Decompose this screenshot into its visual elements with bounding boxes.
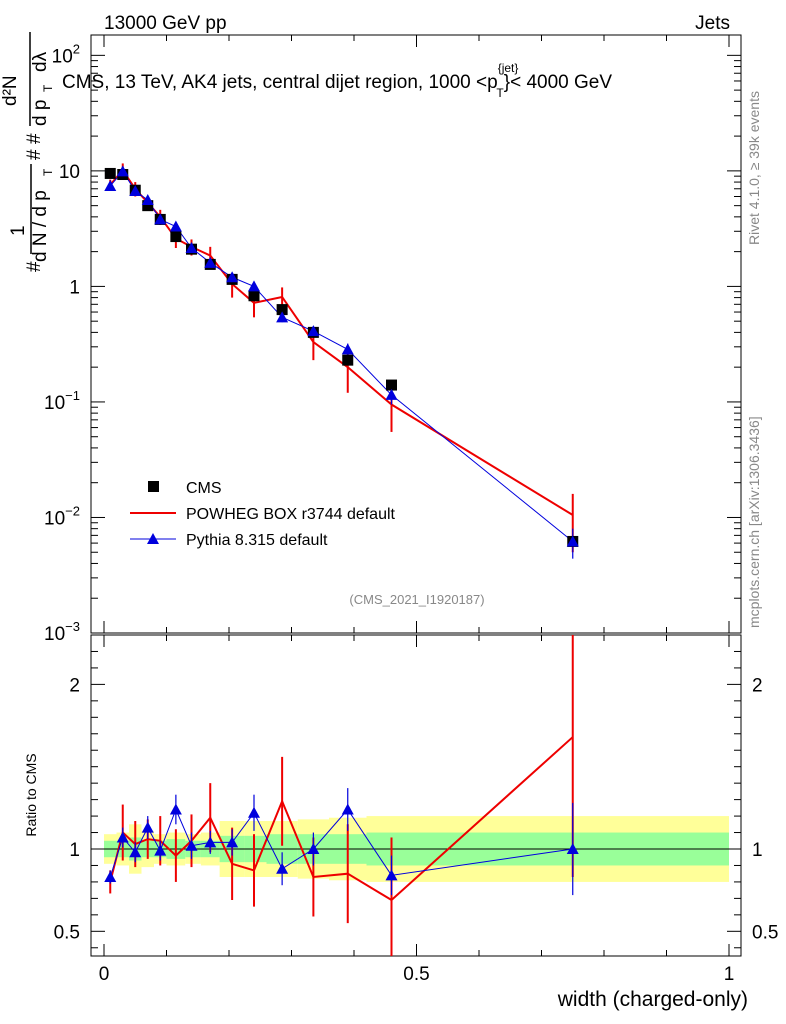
ratio-tick-label-right-1: 1 [752,840,763,861]
y-tick-label-2: 10−1 [44,388,80,414]
cms-point-13 [386,379,397,391]
pythia-point-5 [169,220,182,232]
cms-point-5 [170,231,182,243]
svg-text:T: T [41,168,55,176]
legend-label-powheg: POWHEG BOX r3744 default [186,506,396,523]
svg-text:T: T [41,84,55,92]
cms-point-12 [342,354,354,366]
pythia-ratio-point-5 [169,803,182,815]
svg-text:d p: d p [30,100,51,126]
x-tick-label-0: 0 [99,964,110,985]
legend-marker-cms [148,481,159,492]
pythia-point-4 [154,213,167,225]
rivet-label: Rivet 4.1.0, ≥ 39k events [746,91,762,245]
pythia-line [109,170,574,542]
pythia-ratio-point-4 [154,844,167,856]
pythia-point-1 [116,165,129,177]
pythia-ratio-point-11 [307,843,320,854]
cms-point-9 [248,290,260,302]
ratio-tick-label-right-2: 2 [752,675,763,696]
main-axes: 10−3 10−2 10−1 1 10 102 [44,34,742,645]
y-axis-label: # 1 d N / d p T # # d²N d p T dλ [0,32,55,272]
pythia-ratio-point-8 [226,836,239,848]
ratio-tick-label-0: 0.5 [54,922,80,943]
mcplots-label: mcplots.cern.ch [arXiv:1306.3436] [746,416,762,628]
legend-marker-pythia [147,533,159,544]
pythia-ratio-point-6 [185,839,198,851]
pythia-point-6 [185,241,198,253]
y-tick-label-4: 10 [59,162,80,183]
pythia-ratio-point-14 [566,843,579,854]
powheg-line [109,168,574,516]
svg-text:#: # [24,261,45,272]
x-tick-label-2: 1 [724,964,735,985]
y-tick-label-0: 10−3 [44,619,80,645]
pythia-point-0 [104,179,117,191]
ratio-axes: 0 0.5 1 0.5 0.5 1 1 2 2 [54,634,778,985]
legend: CMS POWHEG BOX r3744 default Pythia 8.31… [130,480,396,549]
pythia-ratio-point-7 [204,836,217,848]
pythia-ratio-point-2 [129,846,142,858]
y-tick-label-3: 1 [69,277,80,298]
y-tick-label-5: 102 [52,41,80,67]
svg-text:#: # [24,149,45,160]
header-right: Jets [695,13,730,34]
pythia-ratio-point-10 [276,862,289,874]
ratio-y-label: Ratio to CMS [23,753,39,836]
x-axis-label: width (charged-only) [557,988,748,1011]
pythia-ratio-point-9 [248,806,260,818]
pythia-point-13 [385,388,398,400]
pythia-ratio-point-12 [341,803,354,815]
cms-point-3 [142,200,154,212]
cms-point-10 [276,304,288,316]
pythia-point-9 [248,280,260,292]
pythia-point-10 [276,311,289,323]
legend-label-cms: CMS [186,480,222,497]
svg-text:dλ: dλ [30,51,51,72]
legend-label-pythia: Pythia 8.315 default [186,532,328,549]
pythia-point-12 [341,343,354,355]
pythia-point-11 [307,325,320,337]
ratio-uncertainty-bands [91,816,741,882]
y-tick-label-1: 10−2 [44,503,80,529]
ratio-tick-label-2: 2 [69,675,80,696]
analysis-tag: (CMS_2021_I1920187) [349,592,484,607]
svg-text:d²N: d²N [0,75,21,106]
pythia-ratio-point-1 [116,831,129,843]
pythia-point-7 [204,256,217,268]
pythia-ratio-point-13 [385,869,398,881]
chart-title: CMS, 13 TeV, AK4 jets, central dijet reg… [62,61,612,100]
pythia-ratio-point-3 [141,821,154,833]
main-data [104,163,579,559]
svg-text:1: 1 [8,225,29,236]
svg-text:#: # [24,133,45,144]
ratio-tick-label-1: 1 [69,840,80,861]
pythia-ratio-point-0 [104,870,117,882]
pythia-point-14 [566,535,579,547]
pythia-point-2 [129,184,142,196]
ratio-data [104,635,579,956]
cms-point-0 [104,167,116,179]
header-left: 13000 GeV pp [104,13,227,34]
pythia-point-8 [226,271,239,283]
x-tick-label-1: 0.5 [403,964,429,985]
pythia-point-3 [141,193,154,205]
ratio-tick-label-right-0: 0.5 [752,922,778,943]
svg-text:d N / d p: d N / d p [30,190,51,262]
